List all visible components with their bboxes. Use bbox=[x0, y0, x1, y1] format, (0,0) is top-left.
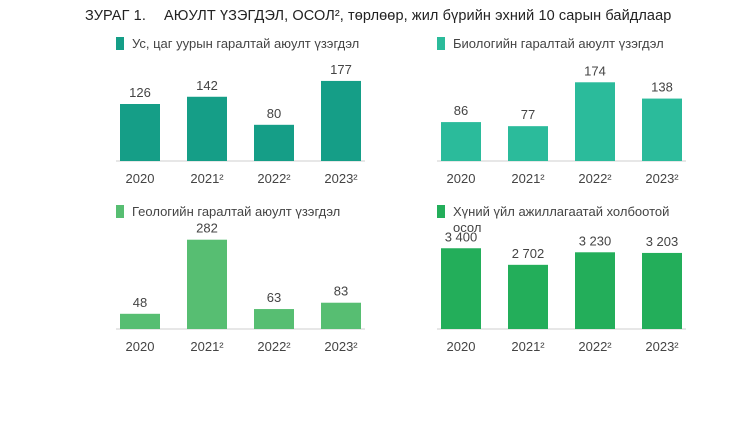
x-tick-label: 2020 bbox=[447, 171, 476, 186]
chart-legend: Биологийн гаралтай аюулт үзэгдэл bbox=[437, 36, 697, 52]
figure-number: ЗУРАГ 1. bbox=[85, 8, 146, 24]
x-tick-label: 2022² bbox=[257, 339, 291, 354]
data-label: 177 bbox=[330, 62, 352, 77]
bar-2020 bbox=[120, 104, 160, 161]
data-label: 83 bbox=[334, 284, 348, 299]
data-label: 77 bbox=[521, 107, 535, 122]
bar-2020 bbox=[441, 122, 481, 161]
x-tick-label: 2021² bbox=[190, 339, 224, 354]
x-tick-label: 2020 bbox=[447, 339, 476, 354]
bar-2020 bbox=[120, 313, 160, 329]
x-tick-label: 2021² bbox=[511, 171, 545, 186]
bar-chart-svg: 48 2020 282 2021² 63 2022² 83 2023² bbox=[116, 221, 365, 354]
bar-chart-svg: 3 400 2020 2 702 2021² 3 230 2022² 3 203 2023² bbox=[437, 229, 686, 354]
data-label: 3 400 bbox=[445, 229, 478, 244]
bar-2021 bbox=[187, 96, 227, 161]
chart-panel-geological: Геологийн гаралтай аюулт үзэгдэл 48 2020 2… bbox=[116, 204, 416, 394]
x-tick-label: 2021² bbox=[190, 171, 224, 186]
chart-legend: Хүний үйл ажиллагаатай холбоотой осол bbox=[437, 204, 697, 236]
legend-swatch bbox=[116, 37, 124, 50]
bar-2021 bbox=[508, 264, 548, 329]
chart-legend: Геологийн гаралтай аюулт үзэгдэл bbox=[116, 204, 376, 220]
bar-2023 bbox=[642, 252, 682, 329]
bar-2022 bbox=[575, 82, 615, 161]
data-label: 174 bbox=[584, 63, 606, 78]
chart-title: Ус, цаг уурын гаралтай аюулт үзэгдэл bbox=[132, 36, 360, 51]
data-label: 282 bbox=[196, 221, 218, 236]
bar-2023 bbox=[321, 80, 361, 161]
bar-2023 bbox=[321, 302, 361, 329]
bar-2021 bbox=[187, 239, 227, 329]
x-tick-label: 2021² bbox=[511, 339, 545, 354]
x-tick-label: 2023² bbox=[324, 171, 358, 186]
data-label: 3 203 bbox=[646, 234, 679, 249]
figure-title: ЗУРАГ 1. АЮУЛТ ҮЗЭГДЭЛ, ОСОЛ², төрлөөр, ж… bbox=[85, 8, 671, 24]
chart-title: Геологийн гаралтай аюулт үзэгдэл bbox=[132, 204, 341, 219]
data-label: 138 bbox=[651, 80, 673, 95]
bar-2022 bbox=[254, 309, 294, 329]
bar-chart-svg: 126 2020 142 2021² 80 2022² 177 2023² bbox=[116, 62, 365, 186]
bar-2023 bbox=[642, 98, 682, 161]
data-label: 48 bbox=[133, 295, 147, 310]
data-label: 142 bbox=[196, 78, 218, 93]
bar-2022 bbox=[254, 124, 294, 161]
figure-title-text: АЮУЛТ ҮЗЭГДЭЛ, ОСОЛ², төрлөөр, жил бүрий… bbox=[163, 8, 672, 24]
x-tick-label: 2023² bbox=[324, 339, 358, 354]
bar-2022 bbox=[575, 252, 615, 329]
x-tick-label: 2023² bbox=[645, 339, 679, 354]
data-label: 3 230 bbox=[579, 233, 612, 248]
chart-panel-human-activity: Хүний үйл ажиллагаатай холбоотой осол 3 … bbox=[437, 204, 737, 394]
chart-panel-biological: Биологийн гаралтай аюулт үзэгдэл 86 2020 7… bbox=[437, 36, 737, 226]
bar-2020 bbox=[441, 248, 481, 329]
x-tick-label: 2022² bbox=[578, 171, 612, 186]
bar-2021 bbox=[508, 126, 548, 161]
data-label: 126 bbox=[129, 85, 151, 100]
chart-panel-hydromet: Ус, цаг уурын гаралтай аюулт үзэгдэл 126… bbox=[116, 36, 416, 226]
x-tick-label: 2020 bbox=[126, 171, 155, 186]
x-tick-label: 2022² bbox=[257, 171, 291, 186]
data-label: 80 bbox=[267, 106, 281, 121]
bar-chart-svg: 86 2020 77 2021² 174 2022² 138 2023² bbox=[437, 63, 686, 186]
x-tick-label: 2020 bbox=[126, 339, 155, 354]
chart-legend: Ус, цаг уурын гаралтай аюулт үзэгдэл bbox=[116, 36, 376, 52]
x-tick-label: 2023² bbox=[645, 171, 679, 186]
legend-swatch bbox=[437, 205, 445, 218]
data-label: 63 bbox=[267, 290, 281, 305]
data-label: 2 702 bbox=[512, 246, 545, 261]
legend-swatch bbox=[437, 37, 445, 50]
chart-title: Хүний үйл ажиллагаатай холбоотой осол bbox=[453, 204, 670, 235]
x-tick-label: 2022² bbox=[578, 339, 612, 354]
chart-title: Биологийн гаралтай аюулт үзэгдэл bbox=[453, 36, 664, 51]
data-label: 86 bbox=[454, 103, 468, 118]
legend-swatch bbox=[116, 205, 124, 218]
